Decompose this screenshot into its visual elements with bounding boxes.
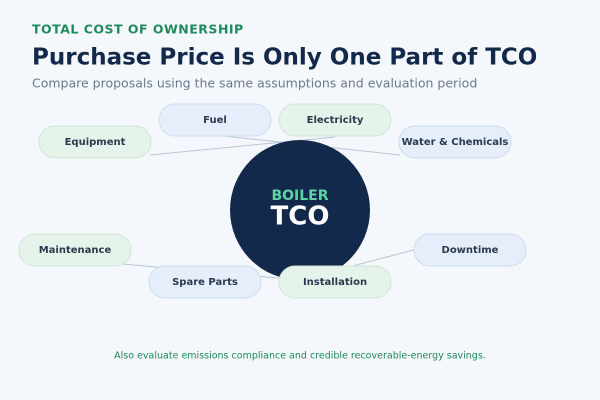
node: Maintenance <box>18 233 132 267</box>
node-label: Fuel <box>203 115 227 126</box>
footnote: Also evaluate emissions compliance and c… <box>114 351 486 362</box>
title: Purchase Price Is Only One Part of TCO <box>32 45 537 71</box>
node-label: Electricity <box>307 115 364 126</box>
node-label: Water & Chemicals <box>402 137 509 148</box>
node: Electricity <box>278 103 392 137</box>
node: Water & Chemicals <box>398 125 512 159</box>
node-label: Equipment <box>65 137 126 148</box>
node: Fuel <box>158 103 272 137</box>
center-title: TCO <box>271 202 330 232</box>
center-circle <box>230 140 370 280</box>
node: Equipment <box>38 125 152 159</box>
node: Installation <box>278 265 392 299</box>
node: Downtime <box>413 233 527 267</box>
node-label: Spare Parts <box>172 277 238 288</box>
node-label: Maintenance <box>39 245 112 256</box>
node: Spare Parts <box>148 265 262 299</box>
node-label: Installation <box>303 277 367 288</box>
subtitle: Compare proposals using the same assumpt… <box>32 76 477 91</box>
center-label: BOILER <box>271 188 328 204</box>
link <box>149 136 336 156</box>
kicker: TOTAL COST OF OWNERSHIP <box>32 22 244 37</box>
node-label: Downtime <box>442 245 499 256</box>
